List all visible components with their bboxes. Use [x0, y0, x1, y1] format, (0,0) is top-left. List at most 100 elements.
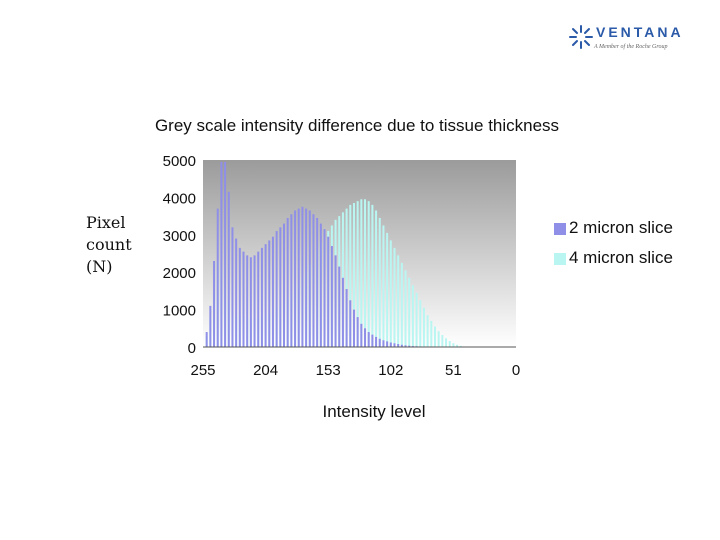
- series-2-micron-bar: [371, 334, 374, 347]
- series-2-micron-bar: [341, 277, 344, 347]
- y-axis-label: Pixel count (N): [86, 212, 146, 278]
- series-2-micron-bar: [338, 266, 341, 347]
- series-2-micron-bar: [397, 344, 400, 347]
- series-2-micron-bar: [323, 229, 326, 347]
- series-2-micron-bar: [345, 289, 348, 347]
- series-2-micron-bar: [330, 246, 333, 347]
- series-2-micron-bar: [400, 344, 403, 347]
- series-2-micron-bar: [389, 342, 392, 347]
- series-4-micron-bar: [445, 338, 448, 347]
- series-2-micron-bar: [249, 257, 252, 347]
- series-4-micron-bar: [367, 201, 370, 347]
- series-2-micron-bar: [312, 214, 315, 347]
- series-4-micron-bar: [408, 277, 411, 347]
- series-4-micron-bar: [448, 341, 451, 347]
- series-4-micron-bar: [371, 204, 374, 347]
- series-4-micron-bar: [386, 232, 389, 347]
- series-2-micron-bar: [301, 206, 304, 347]
- series-4-micron-bar: [426, 315, 429, 347]
- series-4-micron-bar: [437, 331, 440, 347]
- series-2-micron-bar: [352, 309, 355, 347]
- x-axis-label: Intensity level: [323, 402, 426, 421]
- series-2-micron-bar: [257, 251, 260, 347]
- series-2-micron-bar: [224, 161, 227, 347]
- series-2-micron-bar: [213, 260, 216, 347]
- series-4-micron-bar: [364, 199, 367, 347]
- series-2-micron-bar: [408, 345, 411, 347]
- series-2-micron-bar: [297, 208, 300, 347]
- x-tick-label: 255: [190, 362, 215, 379]
- series-2-micron-bar: [205, 332, 208, 347]
- x-tick-label: 0: [512, 362, 520, 379]
- series-2-micron-bar: [404, 345, 407, 347]
- series-2-micron-bar: [319, 223, 322, 347]
- series-4-micron-bar: [422, 307, 425, 347]
- series-2-micron-bar: [231, 227, 234, 347]
- series-2-micron-bar: [246, 255, 249, 347]
- series-2-micron-bar: [349, 300, 352, 347]
- chart-title: Grey scale intensity difference due to t…: [155, 116, 559, 135]
- y-tick-label: 4000: [163, 190, 196, 207]
- logo-brand-text: VENTANA: [596, 24, 684, 40]
- series-2-micron-bar: [275, 231, 278, 347]
- y-axis-ticks: 0 1000 2000 3000 4000 5000: [163, 153, 196, 357]
- series-4-micron-bar: [419, 300, 422, 347]
- series-2-micron: [205, 161, 440, 347]
- logo-tagline: A Member of the Roche Group: [594, 44, 668, 50]
- series-2-micron-bar: [294, 210, 297, 347]
- series-2-micron-bar: [286, 217, 289, 347]
- legend-label-2-micron: 2 micron slice: [569, 218, 673, 237]
- series-2-micron-bar: [375, 336, 378, 347]
- series-2-micron-bar: [235, 238, 238, 347]
- series-4-micron-bar: [452, 343, 455, 347]
- series-4-micron-bar: [356, 201, 359, 347]
- series-4-micron-bar: [378, 217, 381, 347]
- series-2-micron-bar: [386, 341, 389, 347]
- series-2-micron-bar: [279, 227, 282, 347]
- series-4-micron-bar: [375, 210, 378, 347]
- series-4-micron-bar: [459, 345, 462, 347]
- y-tick-label: 5000: [163, 153, 196, 170]
- series-2-micron-bar: [242, 251, 245, 347]
- legend-label-4-micron: 4 micron slice: [569, 248, 673, 267]
- ventana-star-icon: [569, 25, 593, 49]
- x-tick-label: 204: [253, 362, 278, 379]
- series-2-micron-bar: [253, 255, 256, 347]
- y-tick-label: 1000: [163, 303, 196, 320]
- series-4-micron-bar: [433, 326, 436, 347]
- series-4-micron-bar: [441, 335, 444, 347]
- series-2-micron-bar: [227, 191, 230, 347]
- series-2-micron-bar: [264, 244, 267, 347]
- series-4-micron-bar: [456, 344, 459, 347]
- series-2-micron-bar: [364, 328, 367, 347]
- series-2-micron-bar: [334, 255, 337, 347]
- y-axis-label-line: (N): [86, 257, 113, 276]
- series-4-micron-bar: [349, 204, 352, 347]
- legend-swatch-2-micron: [554, 223, 566, 235]
- series-2-micron-bar: [220, 161, 223, 347]
- x-tick-label: 51: [445, 362, 462, 379]
- series-2-micron-bar: [308, 210, 311, 347]
- series-2-micron-bar: [268, 240, 271, 347]
- ventana-logo: VENTANA A Member of the Roche Group: [566, 18, 706, 58]
- series-4-micron-bar: [430, 320, 433, 347]
- series-2-micron-bar: [305, 208, 308, 347]
- series-2-micron-bar: [378, 338, 381, 347]
- x-axis-ticks: 255 204 153 102 51 0: [190, 362, 520, 379]
- x-tick-label: 153: [316, 362, 341, 379]
- x-tick-label: 102: [378, 362, 403, 379]
- series-4-micron-bar: [397, 255, 400, 347]
- series-4-micron-bar: [404, 270, 407, 347]
- series-2-micron-bar: [209, 305, 212, 347]
- series-4-micron-bar: [352, 203, 355, 347]
- series-4-micron-bar: [393, 247, 396, 347]
- series-2-micron-bar: [216, 208, 219, 347]
- series-2-micron-bar: [367, 332, 370, 347]
- series-2-micron-bar: [238, 247, 241, 347]
- series-4-micron-bar: [360, 199, 363, 347]
- series-2-micron-bar: [271, 236, 274, 347]
- series-2-micron-bar: [382, 340, 385, 347]
- series-2-micron-bar: [290, 214, 293, 347]
- series-2-micron-bar: [393, 343, 396, 347]
